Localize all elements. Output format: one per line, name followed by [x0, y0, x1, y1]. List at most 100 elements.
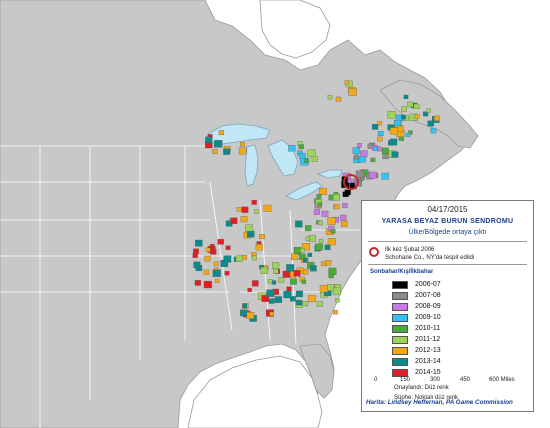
county-marker: [408, 130, 413, 135]
map-legend: 04/17/2015 YARASA BEYAZ BURUN SENDROMU Ü…: [361, 200, 534, 412]
county-marker: [387, 111, 396, 119]
county-marker: [332, 287, 341, 296]
county-marker: [236, 207, 242, 212]
county-marker: [315, 243, 323, 251]
county-marker: [286, 286, 292, 292]
county-marker: [318, 220, 323, 226]
county-marker: [403, 94, 409, 99]
county-marker: [302, 268, 309, 275]
county-marker: [377, 121, 382, 126]
legend-date: 04/17/2015: [427, 205, 468, 214]
county-marker: [223, 148, 231, 155]
suspect-note: Şüphe: Noktalı düz renk: [394, 395, 459, 401]
county-marker: [299, 248, 305, 253]
county-marker: [301, 279, 307, 284]
county-marker: [407, 101, 414, 108]
florida: [299, 343, 335, 399]
county-marker: [316, 194, 322, 199]
county-marker: [369, 171, 377, 179]
first-detection-marker: [343, 174, 359, 190]
county-marker: [335, 96, 342, 102]
county-marker: [204, 255, 211, 262]
county-marker: [371, 124, 379, 130]
county-marker: [247, 230, 255, 238]
county-marker: [327, 217, 336, 225]
legend-label: 2007-08: [415, 292, 441, 299]
county-marker: [308, 295, 316, 302]
county-marker: [246, 312, 255, 319]
county-marker: [321, 210, 329, 217]
county-marker: [288, 145, 296, 152]
county-marker: [302, 301, 309, 307]
county-marker: [286, 264, 295, 272]
county-marker: [235, 255, 243, 262]
county-marker: [324, 244, 331, 251]
county-marker: [212, 269, 221, 277]
county-marker: [358, 156, 366, 163]
county-marker: [423, 111, 429, 117]
county-marker: [377, 136, 383, 142]
county-marker: [299, 152, 306, 159]
scale-tick-300: 300: [430, 377, 441, 383]
county-marker: [430, 127, 437, 134]
county-marker: [203, 280, 212, 289]
county-marker: [394, 119, 401, 126]
county-marker: [251, 280, 259, 287]
county-marker: [293, 270, 301, 277]
county-marker: [251, 200, 257, 205]
lake-erie: [285, 181, 323, 201]
county-marker: [290, 296, 296, 302]
county-marker: [282, 270, 291, 278]
county-marker: [203, 269, 210, 275]
county-marker: [382, 147, 389, 154]
county-marker: [291, 253, 299, 261]
county-marker: [296, 299, 303, 306]
first-detection-icon: [369, 247, 379, 257]
county-marker: [325, 260, 332, 266]
county-marker: [295, 220, 303, 228]
county-marker: [241, 206, 249, 213]
county-marker: [401, 114, 406, 120]
county-marker: [261, 295, 270, 302]
county-marker: [225, 245, 231, 250]
county-marker: [254, 209, 259, 214]
county-marker: [251, 255, 257, 261]
county-marker: [342, 203, 348, 208]
legend-swatch: [392, 336, 408, 344]
county-marker: [305, 236, 311, 241]
county-marker: [193, 261, 201, 269]
county-marker: [193, 248, 199, 254]
legend-label: 2013-14: [415, 358, 441, 365]
county-marker: [332, 194, 340, 201]
map-credit: Harita: Lindsey Heffernan, PA Game Commi…: [366, 399, 513, 406]
county-marker: [224, 271, 230, 276]
county-marker: [321, 261, 327, 267]
county-marker: [352, 147, 360, 154]
county-marker: [307, 149, 316, 157]
county-marker: [360, 150, 368, 157]
county-marker: [255, 244, 263, 251]
county-marker: [372, 146, 378, 151]
county-marker: [434, 115, 440, 121]
county-marker: [273, 268, 279, 274]
county-marker: [382, 153, 389, 160]
legend-label: 2006-07: [415, 281, 441, 288]
county-marker: [318, 239, 324, 244]
county-marker: [319, 187, 327, 195]
county-marker: [212, 149, 218, 154]
county-marker: [210, 249, 217, 255]
county-marker: [344, 80, 350, 85]
county-marker: [313, 209, 320, 215]
legend-swatch: [392, 314, 408, 322]
legend-swatch: [392, 347, 408, 355]
county-marker: [213, 261, 219, 266]
county-marker: [413, 103, 420, 109]
county-marker: [340, 220, 348, 227]
county-marker: [377, 146, 383, 152]
county-marker: [283, 290, 292, 299]
county-marker: [330, 229, 336, 234]
county-marker: [217, 238, 224, 245]
county-marker: [305, 225, 312, 232]
county-marker: [389, 138, 398, 146]
